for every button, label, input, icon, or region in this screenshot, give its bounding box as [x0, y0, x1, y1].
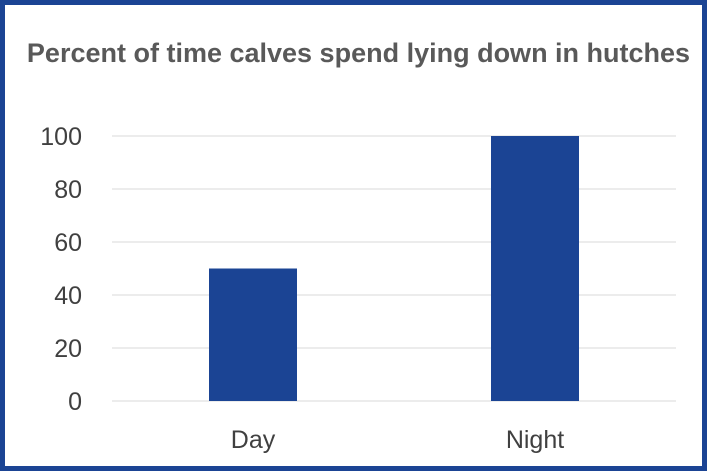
y-tick-label: 0 [68, 388, 82, 416]
y-tick-label: 80 [54, 176, 82, 204]
chart-title: Percent of time calves spend lying down … [26, 38, 691, 68]
y-axis-tick-labels: 0 20 40 60 80 100 [40, 123, 82, 416]
gridlines [112, 135, 676, 402]
bars [209, 136, 579, 401]
x-tick-label-day: Day [231, 426, 276, 454]
y-tick-label: 60 [54, 229, 82, 257]
y-tick-label: 100 [40, 123, 82, 151]
x-axis-tick-labels: Day Night [231, 426, 564, 454]
bar-day [209, 268, 297, 401]
x-tick-label-night: Night [506, 426, 564, 454]
y-tick-label: 40 [54, 282, 82, 310]
y-tick-label: 20 [54, 335, 82, 363]
bar-night [491, 136, 579, 401]
